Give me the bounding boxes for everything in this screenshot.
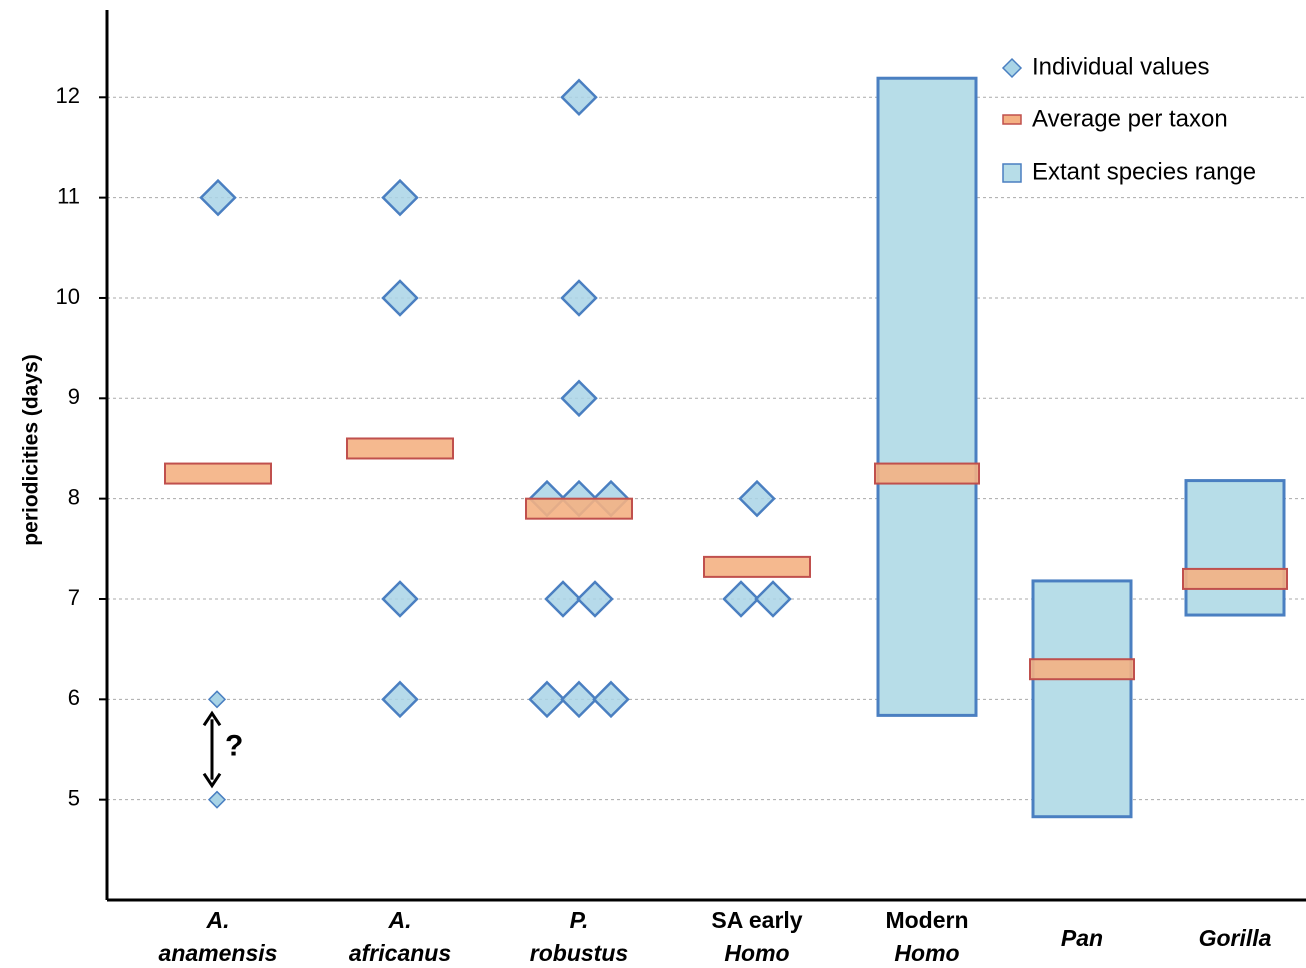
y-tick-label: 10 <box>56 284 80 309</box>
diamond-point <box>544 580 582 618</box>
average-bar <box>1029 658 1135 681</box>
diamond-point <box>576 580 614 618</box>
legend-symbol <box>1001 57 1023 79</box>
small-diamond <box>207 790 227 809</box>
diamond-point <box>560 680 598 719</box>
x-tick-label: Homo <box>894 940 959 966</box>
legend-label: Average per taxon <box>1032 105 1228 132</box>
diamond-point <box>381 680 419 719</box>
average-bar <box>874 462 980 485</box>
x-tick-label: Modern <box>885 907 968 933</box>
x-tick-label: P. <box>570 907 589 933</box>
legend-symbol <box>1002 163 1022 183</box>
diamond-point <box>381 580 419 618</box>
small-diamond <box>207 690 227 709</box>
average-bar <box>164 462 272 485</box>
diamond-point <box>199 178 237 217</box>
diamond-point <box>381 178 419 217</box>
y-axis-label: periodicities (days) <box>20 354 43 545</box>
x-tick-label: SA early <box>711 907 802 933</box>
x-tick-label: africanus <box>349 940 451 966</box>
diamond-point <box>560 78 598 117</box>
y-tick-label: 9 <box>68 384 80 409</box>
diamond-point <box>722 580 760 618</box>
average-bar <box>525 497 633 520</box>
average-bar <box>346 437 454 460</box>
arrow-head <box>202 772 222 789</box>
annotation-text: ? <box>225 729 243 762</box>
y-tick-label: 6 <box>68 685 80 710</box>
x-tick-label: Homo <box>724 940 789 966</box>
x-tick-label: robustus <box>530 940 628 966</box>
x-tick-label: Gorilla <box>1199 925 1272 951</box>
y-tick-label: 8 <box>68 484 80 509</box>
x-tick-label: A. <box>388 907 412 933</box>
average-bar <box>703 555 811 578</box>
average-bar <box>1182 567 1288 590</box>
arrow-head <box>202 710 222 727</box>
y-tick-label: 7 <box>68 585 80 610</box>
diamond-point <box>560 279 598 317</box>
legend-label: Extant species range <box>1032 158 1256 185</box>
y-tick-label: 11 <box>57 183 80 208</box>
x-tick-label: A. <box>206 907 230 933</box>
diamond-point <box>528 680 566 719</box>
y-tick-label: 5 <box>68 785 80 810</box>
range-box <box>876 76 978 717</box>
diamond-point <box>738 479 776 518</box>
x-tick-label: anamensis <box>159 940 278 966</box>
diamond-point <box>754 580 792 618</box>
diamond-point <box>592 680 630 719</box>
range-box <box>1184 479 1286 617</box>
y-tick-label: 12 <box>56 83 80 108</box>
legend-label: Individual values <box>1032 53 1209 80</box>
legend-symbol <box>1002 114 1022 125</box>
diamond-point <box>381 279 419 317</box>
x-tick-label: Pan <box>1061 925 1103 951</box>
range-box <box>1031 579 1133 819</box>
diamond-point <box>560 379 598 418</box>
